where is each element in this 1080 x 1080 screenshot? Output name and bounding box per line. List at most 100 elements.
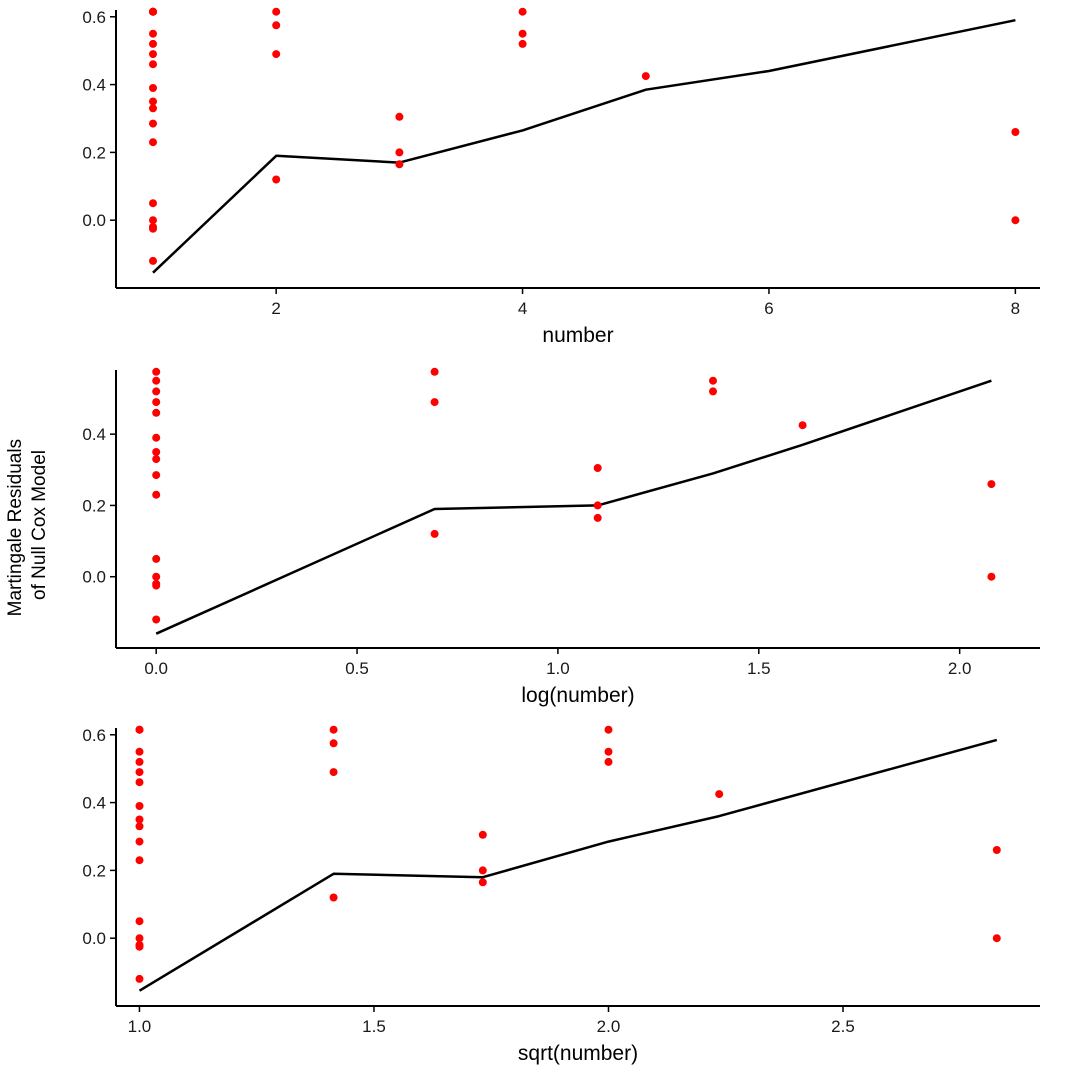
residual-point — [149, 224, 157, 233]
residual-point — [149, 256, 157, 265]
residual-point — [135, 778, 144, 787]
x-tick-label: 0.0 — [144, 659, 168, 678]
residual-point — [518, 29, 527, 38]
y-tick-label: 0.0 — [82, 929, 106, 948]
x-axis-title-sqrt-number: sqrt(number) — [518, 1042, 638, 1065]
residual-point — [329, 768, 338, 777]
residual-point — [152, 455, 161, 464]
residual-point — [604, 725, 613, 734]
residual-point — [152, 490, 161, 499]
y-tick-label: 0.4 — [82, 76, 106, 95]
residual-point — [135, 802, 144, 810]
residual-point — [478, 878, 487, 887]
residual-point — [593, 464, 602, 472]
shared-y-axis-title: Martingale Residuals of Null Cox Model — [5, 434, 50, 617]
y-tick-label: 0.4 — [82, 794, 106, 813]
residual-point — [430, 529, 439, 538]
residual-point — [149, 50, 157, 59]
residual-point — [135, 747, 144, 756]
x-tick-label: 2.0 — [948, 659, 972, 678]
residual-point — [272, 21, 281, 30]
x-axis-title-log-number: log(number) — [521, 684, 634, 707]
residual-point — [149, 29, 157, 38]
smooth-trend-line — [138, 738, 998, 992]
residual-point — [152, 367, 161, 376]
y-tick-label: 0.2 — [82, 496, 106, 515]
residual-point — [715, 790, 724, 799]
residual-point — [395, 160, 404, 169]
y-tick-label: 0.6 — [82, 8, 106, 27]
residual-point — [641, 72, 650, 81]
residual-point — [135, 822, 144, 831]
residual-point — [152, 471, 161, 480]
panel-sqrt-number: 0.0 0.2 0.4 0.6 1.0 1.5 2.0 2.5 sqrt(number) — [82, 725, 1040, 1065]
residual-point — [135, 942, 144, 951]
residual-point — [395, 148, 404, 157]
residual-point — [152, 615, 161, 624]
residual-point — [135, 757, 144, 766]
residual-point — [149, 84, 157, 92]
x-tick-label: 8 — [1011, 299, 1020, 318]
residual-point — [430, 367, 439, 376]
residual-point — [709, 387, 717, 396]
residual-point — [329, 893, 338, 902]
x-tick-label: 4 — [518, 299, 527, 318]
residual-point — [593, 513, 602, 522]
residual-point — [152, 448, 161, 456]
residual-point — [1011, 128, 1020, 136]
x-tick-label: 2.5 — [831, 1017, 855, 1036]
residual-point — [709, 376, 717, 385]
y-tick-label: 0.4 — [82, 425, 106, 444]
residual-point — [135, 974, 144, 983]
x-tick-label: 2 — [271, 299, 280, 318]
residual-point — [992, 934, 1001, 943]
x-tick-label: 1.5 — [747, 659, 771, 678]
y-axis-title-line-1: Martingale Residuals — [5, 439, 26, 616]
residual-point — [135, 917, 144, 926]
panel-log-number: 0.0 0.2 0.4 0.0 0.5 1.0 1.5 2.0 log(number) — [82, 367, 1040, 707]
residual-point — [149, 199, 157, 208]
residual-point — [149, 7, 157, 16]
y-tick-label: 0.2 — [82, 861, 106, 880]
residual-point — [149, 119, 157, 128]
smooth-trend-line — [155, 379, 992, 635]
panel-number: 0.0 0.2 0.4 0.6 2 4 6 8 number — [82, 7, 1040, 347]
x-tick-label: 1.0 — [546, 659, 570, 678]
residual-point — [135, 768, 144, 777]
y-tick-label: 0.2 — [82, 143, 106, 162]
residual-point — [1011, 216, 1020, 225]
residual-point — [272, 7, 281, 16]
residual-point — [992, 846, 1001, 854]
residual-point — [518, 7, 527, 16]
residual-point — [272, 175, 281, 184]
y-axis-title-line-2: of Null Cox Model — [29, 450, 50, 600]
residual-point — [430, 398, 439, 407]
residual-point — [149, 60, 157, 69]
residual-point — [135, 934, 144, 943]
residual-point — [135, 815, 144, 824]
residual-point — [593, 501, 602, 510]
residual-point — [987, 572, 996, 581]
residual-point — [798, 421, 807, 430]
x-axis-title-number: number — [542, 324, 613, 347]
residual-point — [152, 408, 161, 417]
residual-point — [152, 554, 161, 563]
residual-point — [149, 97, 157, 106]
residual-point — [987, 480, 996, 489]
residual-point — [135, 725, 144, 734]
residual-point — [135, 837, 144, 846]
y-tick-label: 0.0 — [82, 211, 106, 230]
y-tick-label: 0.0 — [82, 568, 106, 587]
residual-point — [518, 39, 527, 48]
residual-point — [152, 433, 161, 442]
residual-point — [152, 572, 161, 581]
residual-point — [604, 757, 613, 766]
x-tick-label: 0.5 — [345, 659, 369, 678]
y-tick-label: 0.6 — [82, 726, 106, 745]
residual-point — [152, 387, 161, 396]
residual-point — [152, 398, 161, 407]
residual-point — [395, 112, 404, 121]
residual-point — [135, 856, 144, 865]
residual-point — [149, 216, 157, 225]
